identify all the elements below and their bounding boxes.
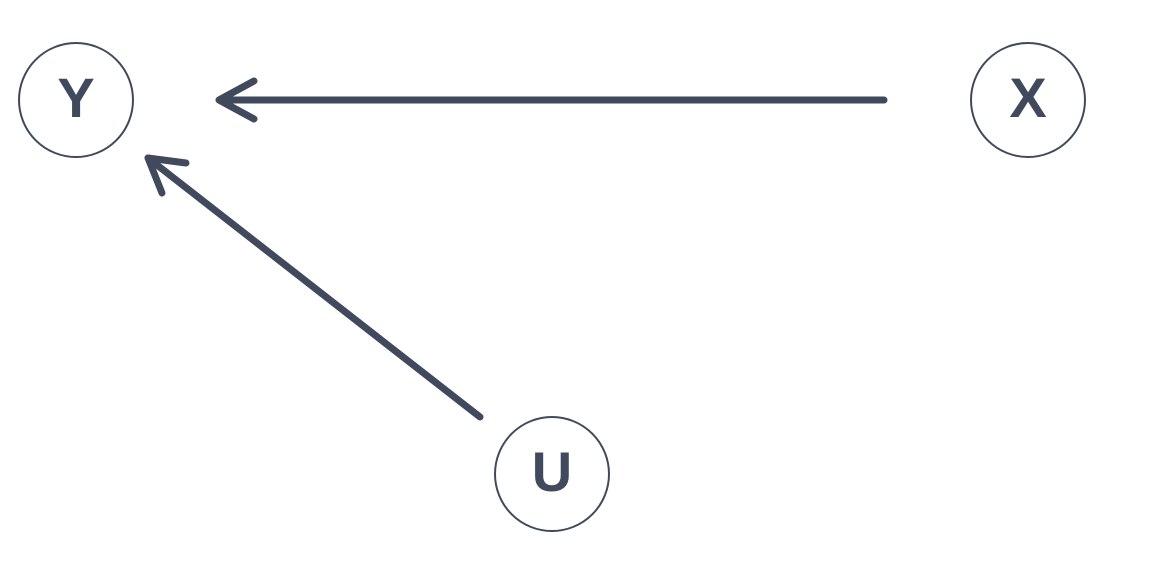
node-u-label: U: [532, 440, 572, 503]
edge-x-to-y-arrowhead: [215, 77, 258, 123]
node-x: X: [970, 42, 1086, 158]
edge-u-to-y-line: [144, 154, 484, 421]
node-x-circle: [970, 42, 1086, 158]
node-u-circle: [494, 416, 610, 532]
node-y-circle: [18, 42, 134, 158]
edge-u-to-y-arrowhead: [144, 154, 190, 197]
node-u: U: [494, 416, 610, 532]
node-x-label: X: [1009, 66, 1046, 129]
node-y-label: Y: [57, 66, 94, 129]
edge-x-to-y: [215, 77, 888, 123]
edge-u-to-y: [144, 154, 484, 421]
node-y: Y: [18, 42, 134, 158]
